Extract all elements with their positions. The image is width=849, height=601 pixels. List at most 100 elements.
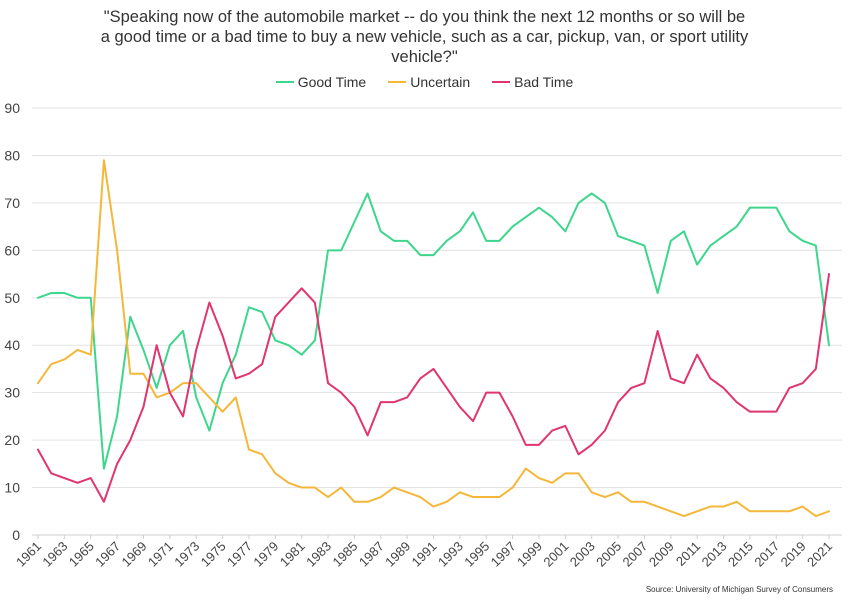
data-point-uncertain-1976: [235, 396, 237, 398]
x-tick-label-1973: 1973: [171, 539, 202, 570]
data-point-uncertain-2006: [630, 501, 632, 503]
data-point-uncertain-2018: [788, 510, 790, 512]
data-point-uncertain-2021: [828, 510, 830, 512]
data-point-uncertain-2010: [683, 515, 685, 517]
data-point-good-time-1980: [287, 344, 289, 346]
data-point-good-time-1961: [37, 297, 39, 299]
data-point-bad-time-1961: [37, 449, 39, 451]
data-point-good-time-1982: [314, 339, 316, 341]
x-tick-label-1985: 1985: [329, 539, 360, 570]
data-point-bad-time-1968: [129, 439, 131, 441]
data-point-bad-time-1979: [274, 316, 276, 318]
legend-label-good-time: Good Time: [297, 74, 367, 90]
data-point-good-time-1995: [485, 240, 487, 242]
data-point-bad-time-2018: [788, 387, 790, 389]
data-point-uncertain-2019: [802, 506, 804, 508]
series-line-good-time: [37, 192, 830, 470]
data-point-bad-time-1998: [525, 444, 527, 446]
data-point-good-time-2004: [604, 202, 606, 204]
data-point-uncertain-2000: [551, 482, 553, 484]
data-point-good-time-1963: [63, 292, 65, 294]
data-point-uncertain-1988: [393, 487, 395, 489]
data-point-bad-time-2001: [564, 425, 566, 427]
data-point-good-time-2016: [762, 207, 764, 209]
data-point-uncertain-1990: [419, 496, 421, 498]
data-point-good-time-2007: [643, 245, 645, 247]
x-tick-label-1983: 1983: [303, 539, 334, 570]
data-point-uncertain-1963: [63, 358, 65, 360]
x-tick-label-1975: 1975: [198, 539, 229, 570]
x-tick-label-2009: 2009: [646, 539, 677, 570]
data-point-good-time-1966: [103, 468, 105, 470]
x-tick-label-2003: 2003: [567, 539, 598, 570]
data-point-bad-time-1983: [327, 382, 329, 384]
x-tick-label-2017: 2017: [751, 539, 782, 570]
y-tick-label-10: 10: [4, 480, 20, 496]
data-point-good-time-1988: [393, 240, 395, 242]
data-point-bad-time-2011: [696, 354, 698, 356]
data-point-good-time-2013: [723, 235, 725, 237]
data-point-uncertain-1985: [353, 501, 355, 503]
data-point-bad-time-2021: [828, 273, 830, 275]
data-point-good-time-1989: [406, 240, 408, 242]
x-tick-label-1965: 1965: [66, 539, 97, 570]
data-point-good-time-2009: [670, 240, 672, 242]
y-tick-label-40: 40: [4, 337, 20, 353]
data-point-bad-time-1966: [103, 501, 105, 503]
data-point-bad-time-1975: [222, 335, 224, 337]
data-point-bad-time-1988: [393, 401, 395, 403]
x-tick-label-2013: 2013: [699, 539, 730, 570]
legend-item-bad-time[interactable]: Bad Time: [492, 74, 573, 90]
data-point-uncertain-1978: [261, 453, 263, 455]
series-line-uncertain: [37, 159, 830, 518]
data-point-uncertain-1994: [472, 496, 474, 498]
data-point-uncertain-1998: [525, 468, 527, 470]
x-tick-label-1981: 1981: [277, 539, 308, 570]
data-point-good-time-1999: [538, 207, 540, 209]
data-point-uncertain-1975: [222, 411, 224, 413]
legend-swatch-bad-time: [492, 81, 511, 83]
data-point-good-time-2001: [564, 230, 566, 232]
data-point-good-time-1977: [248, 306, 250, 308]
data-point-bad-time-2008: [657, 330, 659, 332]
data-point-uncertain-2016: [762, 510, 764, 512]
chart-title-line-2: a good time or a bad time to buy a new v…: [100, 28, 749, 46]
data-point-good-time-1984: [340, 249, 342, 251]
data-point-uncertain-2008: [657, 506, 659, 508]
x-tick-label-1971: 1971: [145, 539, 176, 570]
data-point-good-time-2005: [617, 235, 619, 237]
data-point-bad-time-2003: [591, 444, 593, 446]
data-point-good-time-1969: [142, 349, 144, 351]
data-point-uncertain-1974: [208, 396, 210, 398]
data-point-bad-time-1997: [512, 415, 514, 417]
data-point-good-time-1996: [498, 240, 500, 242]
legend-item-uncertain[interactable]: Uncertain: [388, 74, 470, 90]
data-point-good-time-1994: [472, 211, 474, 213]
data-point-bad-time-1992: [446, 387, 448, 389]
chart-title-line-3: vehicle?": [391, 48, 458, 66]
data-point-good-time-1987: [380, 230, 382, 232]
data-point-good-time-1979: [274, 339, 276, 341]
data-point-uncertain-2012: [709, 506, 711, 508]
data-point-good-time-1962: [50, 292, 52, 294]
x-tick-label-1999: 1999: [514, 539, 545, 570]
data-point-uncertain-1992: [446, 501, 448, 503]
y-tick-label-90: 90: [4, 100, 20, 116]
data-point-uncertain-2001: [564, 472, 566, 474]
series-line-bad-time: [37, 273, 830, 503]
data-point-bad-time-1974: [208, 302, 210, 304]
data-point-good-time-1967: [116, 415, 118, 417]
data-point-good-time-1972: [182, 330, 184, 332]
data-point-bad-time-1986: [367, 434, 369, 436]
data-point-good-time-1990: [419, 254, 421, 256]
data-point-good-time-2020: [815, 245, 817, 247]
data-point-uncertain-1961: [37, 382, 39, 384]
legend-swatch-uncertain: [388, 81, 407, 83]
legend-item-good-time[interactable]: Good Time: [275, 74, 367, 90]
data-point-good-time-1993: [459, 230, 461, 232]
data-point-bad-time-2016: [762, 411, 764, 413]
data-point-good-time-1970: [156, 387, 158, 389]
data-point-uncertain-1980: [287, 482, 289, 484]
data-point-bad-time-1969: [142, 406, 144, 408]
data-point-uncertain-2004: [604, 496, 606, 498]
